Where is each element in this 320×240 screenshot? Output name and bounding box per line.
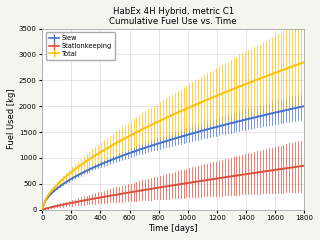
X-axis label: Time [days]: Time [days]: [148, 224, 198, 233]
Legend: Slew, Stationkeeping, Total: Slew, Stationkeeping, Total: [46, 32, 115, 60]
Title: HabEx 4H Hybrid, metric C1
Cumulative Fuel Use vs. Time: HabEx 4H Hybrid, metric C1 Cumulative Fu…: [109, 7, 237, 26]
Y-axis label: Fuel Used [kg]: Fuel Used [kg]: [7, 89, 16, 150]
